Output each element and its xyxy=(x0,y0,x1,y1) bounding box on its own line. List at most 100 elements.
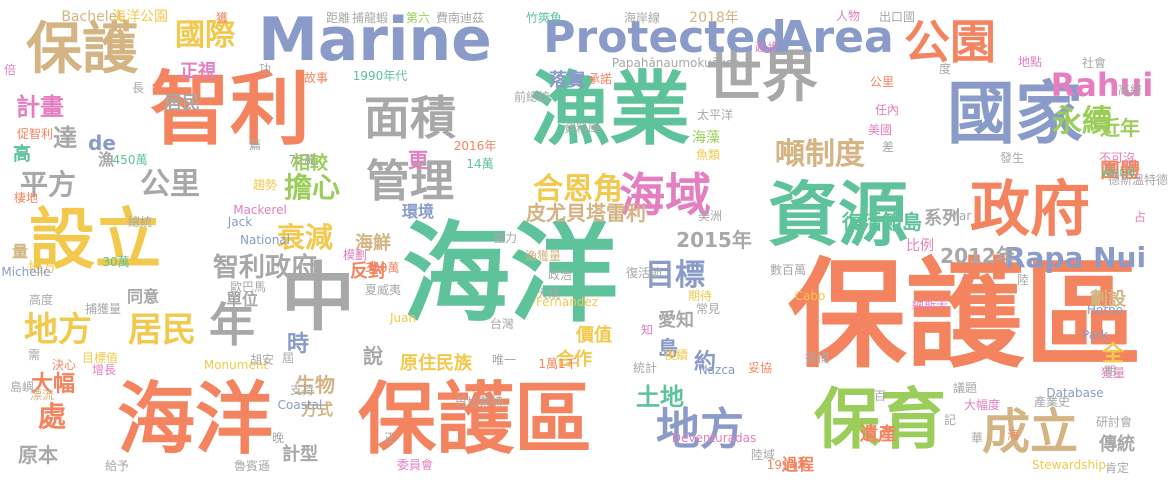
word-43: 近年 xyxy=(1100,116,1140,140)
word-194: 正 xyxy=(383,431,397,445)
word-187: 功 xyxy=(258,62,272,76)
word-197: 記 xyxy=(943,413,957,427)
word-147: Park xyxy=(1082,328,1108,342)
word-124: National xyxy=(239,233,291,247)
word-25: 居民 xyxy=(128,310,196,350)
word-192: 陸 xyxy=(1016,273,1030,287)
word-28: 永續 xyxy=(1052,104,1112,139)
word-175: 漂流 xyxy=(29,388,55,402)
word-81: 地方 xyxy=(28,260,56,276)
word-166: 支持 xyxy=(289,383,315,397)
word-77: 原住民族 xyxy=(400,353,472,374)
word-90: 費南迪茲 xyxy=(435,11,485,25)
word-133: 夏威夷 xyxy=(364,283,402,297)
word-30: Rapa Nui xyxy=(1003,241,1147,274)
word-149: 台灣 xyxy=(489,317,515,331)
word-162: 妥協 xyxy=(747,361,773,375)
word-126: 漁獲量 xyxy=(524,249,562,263)
word-31: 噸制度 xyxy=(775,137,865,172)
word-186: 起步 xyxy=(754,40,780,54)
word-125: 強力 xyxy=(492,231,518,245)
word-36: 衰減 xyxy=(276,221,334,254)
word-150: Juan xyxy=(389,311,417,325)
word-117: World xyxy=(1100,165,1136,179)
word-184: 倍 xyxy=(3,63,17,77)
word-99: 前總統 xyxy=(513,90,551,104)
word-33: 公里 xyxy=(140,167,200,202)
word-86: 獲 xyxy=(215,11,229,25)
word-51: 正視 xyxy=(180,61,216,82)
word-122: 總統 xyxy=(127,215,153,229)
word-180: 委員會 xyxy=(396,458,434,472)
word-142: 歐巴馬 xyxy=(229,280,267,294)
word-196: 華 xyxy=(970,431,984,445)
word-23: 年 xyxy=(209,298,255,352)
word-97: 1990年代 xyxy=(352,69,408,83)
word-63: 計型 xyxy=(282,444,318,465)
word-46: 大幅 xyxy=(30,372,76,397)
word-140: 高度 xyxy=(28,293,54,307)
word-101: 公里 xyxy=(869,75,895,89)
word-14: 保護 xyxy=(26,17,138,82)
word-94: 人物 xyxy=(835,9,861,23)
word-183: Deventuradas xyxy=(671,431,757,445)
word-154: Monument xyxy=(203,358,269,372)
word-119: 趨勢 xyxy=(252,178,278,192)
word-5: 智利 xyxy=(150,63,310,156)
word-152: 需 xyxy=(27,348,41,362)
word-156: 唯一 xyxy=(491,353,517,367)
word-144: 期待 xyxy=(687,289,713,303)
word-102: 地點 xyxy=(1017,55,1043,69)
word-93: 2018年 xyxy=(689,10,739,26)
word-190: 差 xyxy=(881,140,895,154)
word-114: 太平洋 xyxy=(696,108,734,122)
word-41: 島 xyxy=(658,336,678,360)
word-59: 時 xyxy=(286,332,310,357)
word-135: 政治 xyxy=(547,268,573,282)
word-80: 量 xyxy=(11,242,29,261)
word-159: 增長 xyxy=(91,363,117,377)
word-131: 模劃 xyxy=(342,248,368,262)
word-105: 任內 xyxy=(874,103,900,117)
word-163: 採捕 xyxy=(804,351,830,365)
word-66: 價值 xyxy=(576,325,612,346)
word-110: 14萬 xyxy=(466,157,494,171)
word-7: 資源 xyxy=(768,174,908,256)
word-198: 海 xyxy=(1006,428,1020,442)
word-98: 故事 xyxy=(303,71,329,85)
word-71: 過程 xyxy=(781,455,815,474)
word-55: 海鮮 xyxy=(355,233,391,254)
word-8: Marine xyxy=(258,5,492,75)
word-57: 系列 xyxy=(924,208,960,229)
word-34: 擔心 xyxy=(283,171,341,204)
word-58: 比例 xyxy=(906,238,934,254)
word-95: 出口國 xyxy=(878,10,916,24)
word-108: 450萬 xyxy=(112,153,148,167)
word-76: 環境 xyxy=(401,202,435,221)
word-96: Papahānaumokuākea xyxy=(611,56,741,70)
word-151: 後續 xyxy=(663,348,689,362)
word-116: 不可沒 xyxy=(1098,151,1136,165)
word-0: 保護區 xyxy=(787,246,1143,384)
word-179: 魯賓遜 xyxy=(233,459,271,473)
word-53: 相較 xyxy=(292,153,328,174)
word-17: 公園 xyxy=(904,15,996,69)
word-37: 計畫 xyxy=(16,93,64,121)
word-89: 第六 xyxy=(405,11,431,25)
word-79: 海藻 xyxy=(692,130,720,146)
word-128: Mar xyxy=(948,209,972,223)
word-61: 生物 xyxy=(295,373,335,397)
word-26: 國際 xyxy=(175,18,235,53)
word-174: 島嶼 xyxy=(9,380,35,394)
word-161: Nazca xyxy=(698,363,736,377)
word-171: Database xyxy=(1046,386,1104,400)
word-32: 平方 xyxy=(19,168,77,201)
word-83: 單位 xyxy=(225,290,259,309)
word-15: Protected xyxy=(543,12,787,63)
word-40: 土地 xyxy=(636,383,684,411)
word-168: 巴切萊特 xyxy=(454,395,504,409)
word-165: 期 xyxy=(1103,364,1117,378)
word-141: 捕獲量 xyxy=(84,302,122,316)
word-134: 大規 xyxy=(535,287,561,301)
word-85: 海洋公園 xyxy=(112,9,168,25)
